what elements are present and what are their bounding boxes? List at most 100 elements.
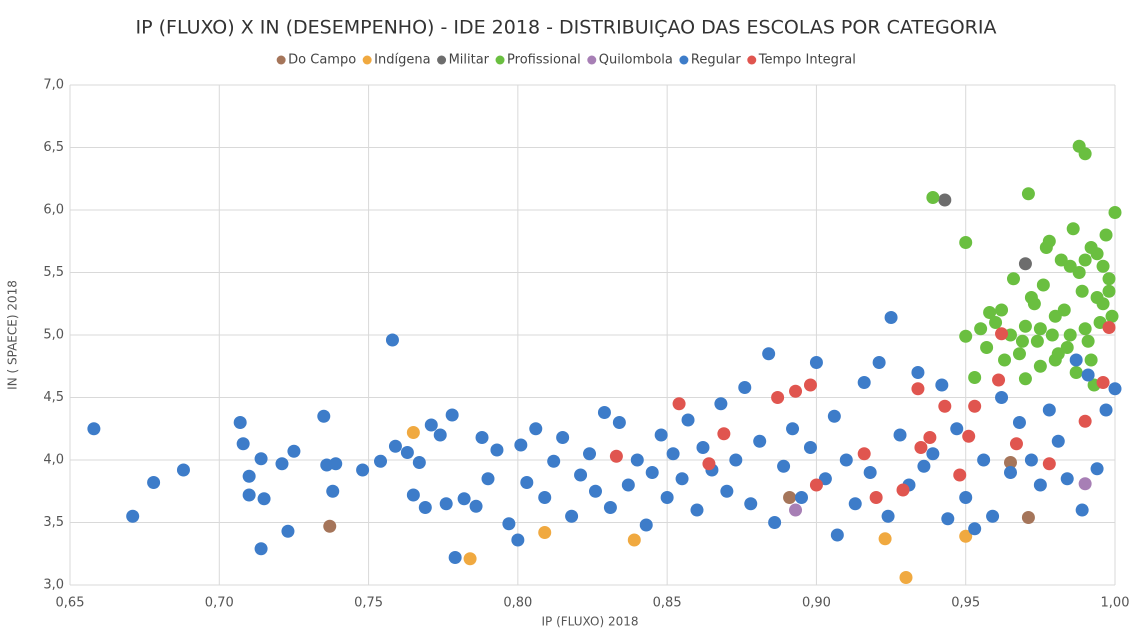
point [1063, 259, 1077, 273]
point [1102, 272, 1116, 286]
point [1108, 206, 1122, 219]
point [977, 453, 991, 467]
point [490, 443, 504, 457]
point [938, 399, 952, 413]
point [1078, 477, 1092, 491]
point [588, 484, 602, 498]
point [520, 476, 534, 489]
point [1024, 453, 1038, 467]
point [1033, 359, 1047, 373]
point [839, 453, 853, 467]
point [475, 431, 489, 444]
point [914, 441, 928, 454]
point [385, 333, 399, 347]
point [439, 497, 453, 511]
x-axis-label: IP (FLUXO) 2018 [542, 615, 639, 629]
point [935, 378, 949, 392]
point [830, 528, 844, 542]
point [803, 441, 817, 454]
point [538, 491, 552, 504]
point [406, 488, 420, 502]
point [1084, 353, 1098, 367]
legend-swatch [495, 55, 505, 65]
point [1078, 414, 1092, 428]
point [974, 322, 988, 336]
point [1099, 228, 1113, 242]
point [469, 499, 483, 513]
point [281, 524, 295, 538]
point [176, 463, 190, 477]
point [374, 454, 388, 468]
point [463, 552, 477, 566]
point [893, 428, 907, 442]
point [502, 517, 516, 531]
point [287, 444, 301, 458]
point [645, 466, 659, 479]
point [690, 503, 704, 517]
legend-item: Militar [437, 53, 490, 68]
y-tick-label: 5,0 [43, 328, 64, 343]
y-tick-label: 6,5 [43, 140, 64, 155]
legend-item: Tempo Integral [747, 53, 856, 68]
point [986, 509, 1000, 523]
point [609, 449, 623, 463]
point [1004, 456, 1017, 469]
point [147, 476, 161, 489]
point [1075, 503, 1089, 517]
point [762, 347, 776, 361]
legend-label: Quilombola [599, 53, 673, 68]
point [1012, 347, 1026, 361]
point [1090, 291, 1104, 304]
point [1069, 353, 1083, 367]
legend-label: Profissional [507, 53, 581, 68]
legend-label: Indígena [374, 53, 430, 68]
point [795, 491, 808, 504]
point [1027, 297, 1041, 311]
point [968, 371, 982, 384]
point [583, 447, 597, 461]
point [857, 447, 871, 461]
legend-swatch [362, 55, 372, 65]
point [809, 356, 823, 369]
point [565, 509, 579, 523]
point [1018, 257, 1032, 271]
point [87, 422, 101, 436]
x-tick-label: 0,70 [205, 596, 234, 611]
point [574, 468, 588, 482]
point [1078, 322, 1092, 336]
point [448, 551, 462, 564]
point [771, 391, 785, 404]
point [445, 408, 459, 422]
point [989, 316, 1003, 329]
point [1048, 353, 1062, 367]
legend-item: Indígena [362, 53, 431, 68]
point [254, 542, 268, 556]
y-tick-label: 6,0 [43, 203, 64, 218]
point [406, 426, 420, 439]
point [433, 428, 447, 442]
point [753, 434, 767, 448]
y-tick-label: 7,0 [43, 78, 64, 93]
point [995, 391, 1009, 404]
point [1045, 328, 1059, 342]
point [511, 533, 525, 547]
point [233, 416, 247, 429]
point [953, 468, 967, 482]
point [1075, 284, 1089, 298]
point [412, 456, 426, 469]
point [630, 453, 644, 467]
y-tick-label: 4,0 [43, 453, 64, 468]
point [538, 526, 552, 539]
point [326, 484, 340, 498]
point [681, 413, 695, 427]
point [418, 501, 432, 514]
y-tick-label: 5,5 [43, 265, 64, 280]
point [923, 431, 937, 444]
legend-label: Militar [449, 53, 490, 68]
point [481, 472, 495, 486]
point [1015, 334, 1029, 348]
point [917, 459, 931, 473]
y-axis-label: IN ( SPAECE) 2018 [6, 280, 20, 390]
point [786, 422, 800, 436]
